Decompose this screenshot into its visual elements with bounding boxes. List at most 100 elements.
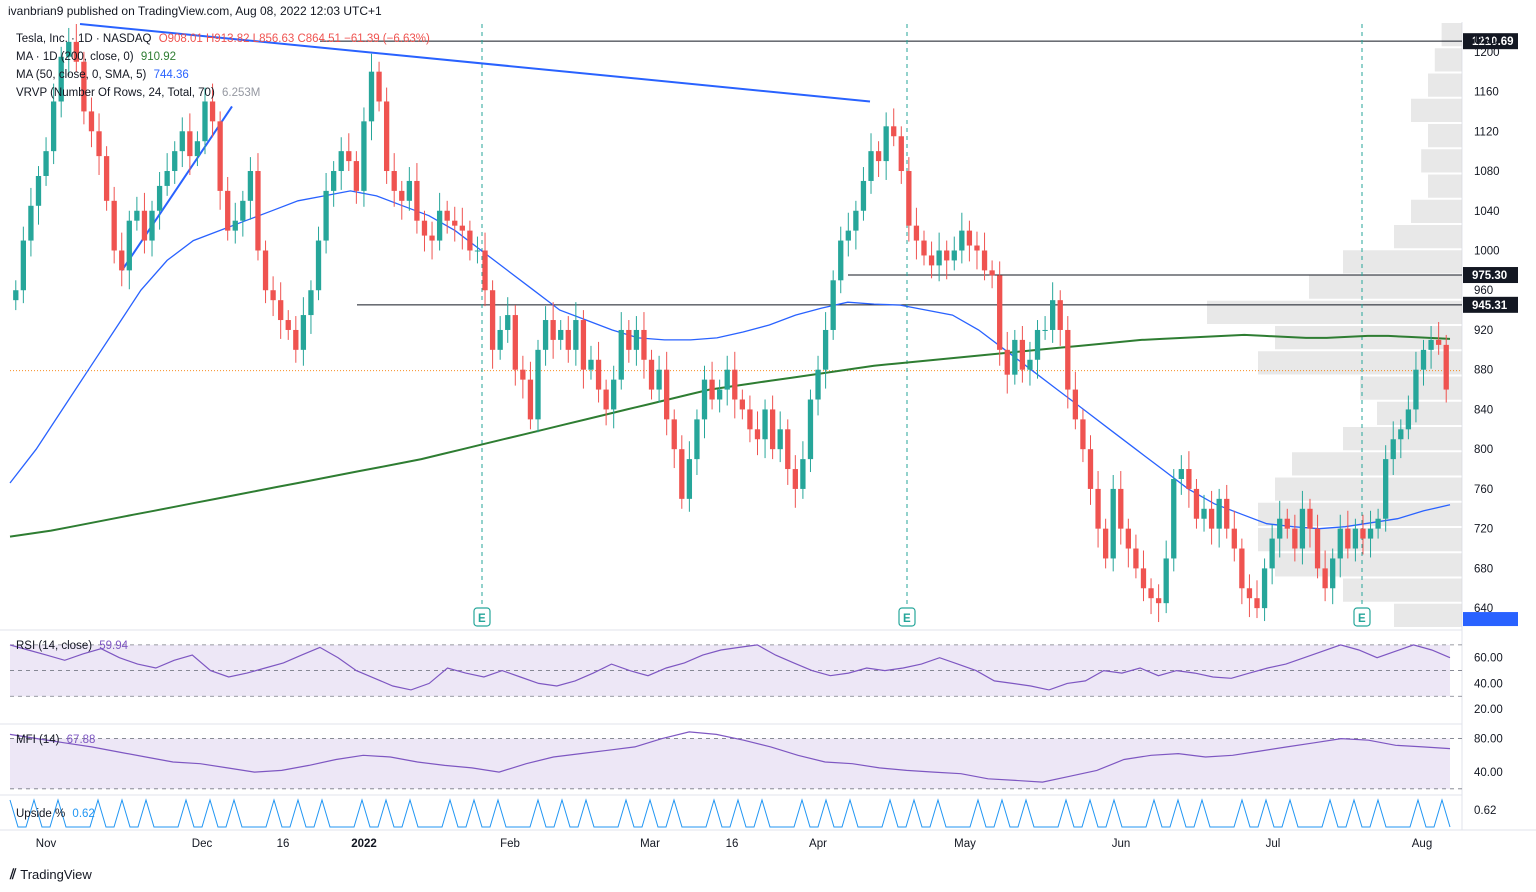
- ma200-value: 910.92: [140, 51, 176, 63]
- upside-polyline: [9, 798, 1451, 828]
- symbol-label: Tesla, Inc. · 1D · NASDAQ: [16, 33, 152, 45]
- candle-body: [626, 329, 632, 350]
- candle-body: [28, 205, 34, 241]
- candle-body: [838, 240, 844, 281]
- candle-body: [1322, 568, 1328, 589]
- ohlc-values: O908.01 H913.82 L856.63 C864.51 −61.39 (…: [158, 33, 430, 45]
- volume-profile-bar: [1309, 275, 1462, 299]
- time-axis: Nov Dec 16 2022 Feb Mar 16 Apr May Jun Jul Aug: [36, 838, 1432, 850]
- volume-profile-bar: [1421, 149, 1462, 173]
- candle-body: [103, 156, 110, 201]
- candle-body: [565, 329, 571, 350]
- candle-body: [997, 275, 1003, 350]
- candle-body: [81, 61, 87, 112]
- candle-body: [278, 300, 284, 321]
- rsi-tick-label: 40.00: [1474, 678, 1503, 690]
- time-tick-label: Jul: [1266, 838, 1281, 850]
- candle-body: [558, 329, 564, 340]
- price-label-box: [1463, 296, 1518, 313]
- candle-body: [527, 379, 534, 420]
- candle-body: [762, 409, 768, 440]
- volume-profile-bar: [1428, 73, 1462, 97]
- candle-body: [88, 111, 95, 132]
- legend-rsi[interactable]: RSI (14, close) 59.94: [16, 640, 132, 652]
- time-tick-label: 2022: [351, 838, 377, 850]
- volume-profile: [1207, 23, 1462, 627]
- candle-body: [898, 136, 904, 172]
- earnings-badge: [1353, 607, 1371, 627]
- rsi-value: 59.94: [99, 640, 129, 652]
- candle-body: [414, 180, 420, 221]
- candle-body: [172, 151, 178, 172]
- price-level-label: 975.30: [1472, 270, 1507, 282]
- earnings-badge: [898, 607, 916, 627]
- legend-ma200[interactable]: MA · 1D (200, close, 0) 910.92: [16, 51, 180, 63]
- candle-body: [883, 126, 889, 162]
- volume-profile-bar: [1275, 477, 1462, 501]
- candle-body: [1034, 329, 1041, 360]
- candle-body: [134, 210, 140, 221]
- candle-body: [1261, 568, 1268, 609]
- candle-body: [641, 329, 647, 360]
- price-tick-label: 1120: [1474, 126, 1499, 138]
- rsi-tick-label: 60.00: [1474, 653, 1503, 665]
- upside-value: 0.62: [72, 808, 95, 820]
- candle-body: [1004, 349, 1010, 375]
- candle-body: [247, 171, 254, 201]
- price-tick-label: 720: [1474, 524, 1493, 536]
- time-tick-label: 16: [277, 838, 290, 850]
- candle-body: [550, 320, 556, 340]
- candle-body: [1435, 339, 1442, 345]
- vrvp-value: 6.253M: [221, 87, 261, 99]
- legend-upside[interactable]: Upside % 0.62: [16, 808, 99, 820]
- volume-profile-bar: [1275, 553, 1462, 577]
- candle-body: [300, 315, 307, 350]
- candle-body: [520, 369, 526, 380]
- volume-profile-bar: [1360, 376, 1462, 400]
- candle-body: [391, 171, 397, 191]
- candle-body: [187, 131, 193, 157]
- upside-tick-label: 0.62: [1474, 805, 1496, 817]
- time-tick-label: Nov: [36, 838, 57, 850]
- time-tick-label: Jun: [1112, 838, 1131, 850]
- legend-ma50[interactable]: MA (50, close, 0, SMA, 5) 744.36: [16, 69, 193, 81]
- support-trendline: [121, 105, 233, 271]
- candle-body: [452, 220, 458, 226]
- candle-body: [1352, 528, 1359, 549]
- tradingview-footer[interactable]: ⫽ TradingView: [10, 866, 92, 883]
- candle-body: [1133, 548, 1139, 569]
- candle-body: [1307, 508, 1313, 529]
- legend-vrvp[interactable]: VRVP (Number Of Rows, 24, Total, 70) 6.2…: [16, 87, 264, 99]
- candle-body: [959, 230, 965, 251]
- vrvp-label: VRVP (Number Of Rows, 24, Total, 70): [16, 87, 215, 99]
- candle-body: [1042, 329, 1048, 331]
- candle-body: [96, 131, 102, 157]
- candle-body: [785, 429, 791, 470]
- candle-body: [58, 56, 64, 102]
- time-tick-label: Feb: [500, 838, 520, 850]
- price-axis: USD 640 680 720 760 800 840 880 920 960 1000 1040 10…: [1474, 35, 1500, 615]
- candle-body: [429, 235, 435, 241]
- volume-profile-bar: [1411, 98, 1462, 122]
- candle-body: [1337, 528, 1343, 559]
- legend-mfi[interactable]: MFI (14) 67.88: [16, 734, 99, 746]
- legend-symbol[interactable]: Tesla, Inc. · 1D · NASDAQ O908.01 H913.8…: [16, 33, 434, 45]
- candle-body: [891, 126, 897, 137]
- time-tick-label: Aug: [1412, 838, 1432, 850]
- candle-body: [573, 320, 579, 350]
- volume-profile-bar: [1292, 452, 1462, 476]
- candle-body: [1110, 488, 1116, 559]
- time-tick-label: 16: [726, 838, 739, 850]
- candle-body: [1148, 588, 1154, 599]
- earnings-badge: [473, 607, 491, 627]
- candle-body: [709, 379, 715, 400]
- ma50-polyline: [9, 190, 1451, 530]
- candle-body: [732, 369, 738, 400]
- price-tick-label: 840: [1474, 404, 1493, 416]
- price-tick-label: 1040: [1474, 206, 1500, 218]
- candle-body: [43, 151, 49, 176]
- candle-body: [1420, 349, 1427, 370]
- candle-body: [35, 175, 42, 206]
